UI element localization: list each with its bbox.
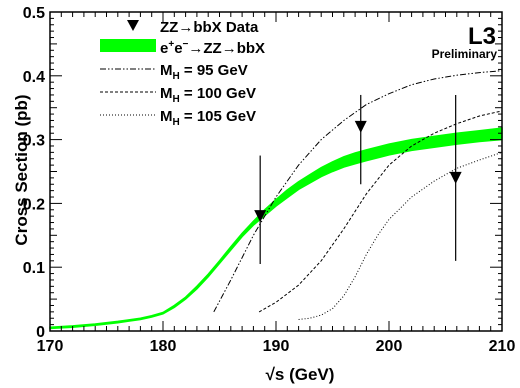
y-tick-label: 0.4 <box>23 69 45 86</box>
experiment-label: L3 <box>468 23 496 50</box>
data-layer <box>254 94 462 265</box>
ticks-layer: 170 180 190 200 210 0 0.1 0.2 0.3 0.4 0.5 <box>23 5 516 355</box>
band-layer <box>49 127 503 330</box>
legend-entry-mh100: MH = 100 GeV <box>100 85 256 105</box>
legend-entry-mh105: MH = 105 GeV <box>100 108 256 128</box>
x-tick-label: 210 <box>489 338 516 355</box>
y-tick-label: 0.3 <box>23 133 45 150</box>
legend-entry-mh95: MH = 95 GeV <box>100 62 248 82</box>
legend-label-mh100: MH = 100 GeV <box>160 85 256 105</box>
x-tick-label: 180 <box>150 338 177 355</box>
legend-label-mh95: MH = 95 GeV <box>160 62 248 82</box>
legend-band-swatch <box>100 39 156 52</box>
legend: ZZ→bbX Data e+e−→ZZ→bbX MH = 95 GeV MH =… <box>100 19 265 128</box>
y-tick-label: 0.1 <box>23 260 45 277</box>
x-tick-label: 190 <box>263 338 290 355</box>
curve-mh-2 <box>298 151 503 320</box>
curve-mh-0 <box>213 70 503 313</box>
data-point-marker <box>254 210 267 223</box>
y-tick-label: 0.2 <box>23 196 45 213</box>
x-tick-label: 170 <box>37 338 64 355</box>
prediction-band <box>49 127 503 330</box>
x-tick-label: 200 <box>376 338 403 355</box>
legend-entry-data: ZZ→bbX Data <box>127 19 259 36</box>
data-point-marker <box>354 120 367 133</box>
curve-layer <box>213 70 503 320</box>
legend-label-mh105: MH = 105 GeV <box>160 108 256 128</box>
data-point-marker <box>449 171 462 184</box>
y-tick-label: 0 <box>36 324 45 341</box>
y-axis-title: Cross Section (pb) <box>12 94 31 245</box>
plot-area <box>49 70 503 330</box>
legend-entry-band: e+e−→ZZ→bbX <box>100 39 265 57</box>
x-axis-title: √s (GeV) <box>266 365 335 384</box>
legend-label-data: ZZ→bbX Data <box>160 19 259 36</box>
legend-label-band: e+e−→ZZ→bbX <box>160 39 265 57</box>
y-tick-label: 0.5 <box>23 5 45 22</box>
curve-mh-1 <box>258 110 503 313</box>
legend-marker-triangle-icon <box>127 20 139 31</box>
status-label: Preliminary <box>432 47 498 61</box>
